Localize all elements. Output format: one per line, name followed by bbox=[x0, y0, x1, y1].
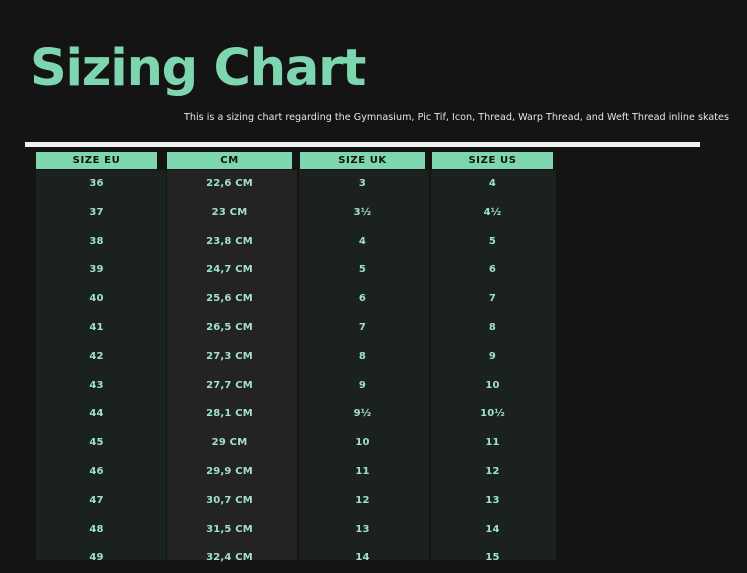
table-cell: 14 bbox=[355, 552, 370, 564]
table-row: 37 23 CM 3½ 4½ bbox=[0, 199, 747, 228]
table-cell: 26,5 CM bbox=[206, 321, 253, 333]
table-cell: 30,7 CM bbox=[206, 494, 253, 506]
table-cell: 15 bbox=[485, 552, 500, 564]
table-cell: 7 bbox=[488, 293, 497, 305]
table-cell: 10½ bbox=[480, 408, 505, 420]
table-cell: 23 CM bbox=[211, 206, 248, 218]
page-title: Sizing Chart bbox=[30, 39, 366, 98]
table-row: 36 22,6 CM 3 4 bbox=[0, 170, 747, 199]
table-cell: 13 bbox=[355, 523, 370, 535]
table-cell: 32,4 CM bbox=[206, 552, 253, 564]
table-cell: 4½ bbox=[483, 206, 502, 218]
table-row: 46 29,9 CM 11 12 bbox=[0, 458, 747, 487]
table-cell: 8 bbox=[358, 350, 367, 362]
table-cell: 13 bbox=[485, 494, 500, 506]
table-cell: 9½ bbox=[353, 408, 372, 420]
table-cell: 10 bbox=[355, 437, 370, 449]
table-cell: 11 bbox=[355, 465, 370, 477]
page-subtitle: This is a sizing chart regarding the Gym… bbox=[183, 112, 729, 123]
table-row: 43 27,7 CM 9 10 bbox=[0, 372, 747, 401]
table-cell: 11 bbox=[485, 437, 500, 449]
table-row: 45 29 CM 10 11 bbox=[0, 429, 747, 458]
table-cell: 5 bbox=[488, 235, 497, 247]
table-cell: 9 bbox=[488, 350, 497, 362]
table-cell: 14 bbox=[485, 523, 500, 535]
table-header-row: SIZE EU CM SIZE UK SIZE US bbox=[0, 152, 747, 170]
table-cell: 46 bbox=[89, 465, 104, 477]
table-cell: 47 bbox=[89, 494, 104, 506]
table-row: 48 31,5 CM 13 14 bbox=[0, 516, 747, 545]
table-cell: 36 bbox=[89, 178, 104, 189]
table-cell: 29 CM bbox=[211, 437, 248, 449]
table-cell: 23,8 CM bbox=[206, 235, 253, 247]
table-cell: 6 bbox=[488, 264, 497, 276]
table-cell: 3½ bbox=[353, 206, 372, 218]
table-cell: 10 bbox=[485, 379, 500, 391]
table-row: 41 26,5 CM 7 8 bbox=[0, 314, 747, 343]
table-cell: 40 bbox=[89, 293, 104, 305]
table-cell: 8 bbox=[488, 321, 497, 333]
table-row: 38 23,8 CM 4 5 bbox=[0, 228, 747, 257]
table-row: 44 28,1 CM 9½ 10½ bbox=[0, 400, 747, 429]
table-cell: 24,7 CM bbox=[206, 264, 253, 276]
table-cell: 9 bbox=[358, 379, 367, 391]
table-cell: 4 bbox=[358, 235, 367, 247]
table-cell: 45 bbox=[89, 437, 104, 449]
table-cell: 22,6 CM bbox=[206, 178, 253, 189]
column-header-size-eu: SIZE EU bbox=[36, 152, 157, 169]
table-row: 39 24,7 CM 5 6 bbox=[0, 256, 747, 285]
table-cell: 7 bbox=[358, 321, 367, 333]
table-cell: 39 bbox=[89, 264, 104, 276]
table-cell: 27,7 CM bbox=[206, 379, 253, 391]
horizontal-divider bbox=[25, 142, 700, 147]
table-cell: 5 bbox=[358, 264, 367, 276]
sizing-chart-page: Sizing Chart This is a sizing chart rega… bbox=[0, 39, 747, 564]
table-cell: 43 bbox=[89, 379, 104, 391]
table-row: 42 27,3 CM 8 9 bbox=[0, 343, 747, 372]
table-cell: 12 bbox=[355, 494, 370, 506]
table-cell: 12 bbox=[485, 465, 500, 477]
table-cell: 48 bbox=[89, 523, 104, 535]
column-header-cm: CM bbox=[167, 152, 292, 169]
table-cell: 6 bbox=[358, 293, 367, 305]
table-cell: 31,5 CM bbox=[206, 523, 253, 535]
table-cell: 25,6 CM bbox=[206, 293, 253, 305]
table-cell: 38 bbox=[89, 235, 104, 247]
table-cell: 42 bbox=[89, 350, 104, 362]
table-cell: 28,1 CM bbox=[206, 408, 253, 420]
table-row: 47 30,7 CM 12 13 bbox=[0, 487, 747, 516]
table-body: 36 22,6 CM 3 4 37 23 CM 3½ 4½ 38 23,8 CM 4 5 39 24,7 … bbox=[0, 170, 747, 573]
table-cell: 4 bbox=[488, 178, 497, 189]
table-cell: 49 bbox=[89, 552, 104, 564]
table-cell: 29,9 CM bbox=[206, 465, 253, 477]
table-cell: 37 bbox=[89, 206, 104, 218]
column-header-size-us: SIZE US bbox=[432, 152, 553, 169]
table-row: 49 32,4 CM 14 15 bbox=[0, 544, 747, 573]
table-cell: 41 bbox=[89, 321, 104, 333]
table-row: 40 25,6 CM 6 7 bbox=[0, 285, 747, 314]
column-header-size-uk: SIZE UK bbox=[300, 152, 425, 169]
table-cell: 44 bbox=[89, 408, 104, 420]
table-cell: 27,3 CM bbox=[206, 350, 253, 362]
table-cell: 3 bbox=[358, 178, 367, 189]
